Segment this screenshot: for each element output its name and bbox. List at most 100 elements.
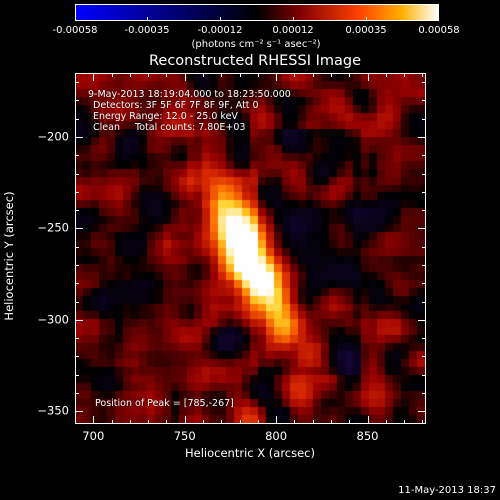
x-tick-mark <box>276 416 278 423</box>
x-minor-tick <box>166 420 168 423</box>
y-minor-tick <box>76 356 79 358</box>
plot-area: 9-May-2013 18:19:04.000 to 18:23:50.000 … <box>75 73 426 424</box>
x-minor-tick <box>239 420 241 423</box>
peak-position-annotation: Position of Peak = [785,-267] <box>95 398 234 409</box>
heatmap-image <box>76 74 425 423</box>
x-tick-mark <box>93 416 95 423</box>
y-minor-tick <box>76 82 79 84</box>
x-minor-tick <box>221 420 223 423</box>
y-tick-mark <box>76 228 83 230</box>
x-minor-tick <box>349 420 351 423</box>
y-minor-tick <box>76 264 79 266</box>
footer-date: 11-May-2013 18:37 <box>398 485 496 496</box>
plot-title: Reconstructed RHESSI Image <box>148 53 362 69</box>
colorbar-tick-label: 0.00035 <box>345 25 387 36</box>
colorbar-tick-mark <box>293 17 294 21</box>
y-tick-label: −200 <box>37 129 69 144</box>
x-minor-tick <box>257 420 259 423</box>
x-minor-tick <box>404 420 406 423</box>
clean-total-counts-annotation: Clean Total counts: 7.80E+03 <box>93 122 246 133</box>
energy-range-annotation: Energy Range: 12.0 - 25.0 keV <box>93 111 238 122</box>
y-minor-tick <box>76 374 79 376</box>
detectors-annotation: Detectors: 3F 5F 6F 7F 8F 9F, Att 0 <box>93 100 259 111</box>
y-axis-label: Heliocentric Y (arcsec) <box>2 191 16 321</box>
y-minor-tick <box>422 392 425 394</box>
colorbar-tick-mark <box>438 17 439 21</box>
x-minor-tick <box>202 74 204 77</box>
y-minor-tick <box>76 155 79 157</box>
y-minor-tick <box>76 191 79 193</box>
x-minor-tick <box>312 74 314 77</box>
x-minor-tick <box>111 74 113 77</box>
colorbar-tick-mark <box>147 17 148 21</box>
x-minor-tick <box>385 420 387 423</box>
y-minor-tick <box>76 246 79 248</box>
colorbar-tick-label: -0.00012 <box>197 25 243 36</box>
y-minor-tick <box>76 210 79 212</box>
x-minor-tick <box>294 420 296 423</box>
y-minor-tick <box>422 210 425 212</box>
x-tick-mark <box>367 416 369 423</box>
x-minor-tick <box>239 74 241 77</box>
x-minor-tick <box>166 74 168 77</box>
x-minor-tick <box>422 420 424 423</box>
x-axis-label: Heliocentric X (arcsec) <box>185 446 315 460</box>
x-tick-label: 700 <box>82 429 105 443</box>
y-minor-tick <box>76 100 79 102</box>
y-tick-mark <box>418 136 425 138</box>
x-minor-tick <box>202 420 204 423</box>
x-minor-tick <box>312 420 314 423</box>
y-minor-tick <box>76 301 79 303</box>
x-minor-tick <box>294 74 296 77</box>
x-minor-tick <box>129 74 131 77</box>
y-minor-tick <box>422 264 425 266</box>
x-minor-tick <box>385 74 387 77</box>
x-tick-label: 800 <box>265 429 288 443</box>
colorbar-units: (photons cm⁻² s⁻¹ asec⁻²) <box>191 39 321 50</box>
colorbar-tick-label: 0.00012 <box>272 25 314 36</box>
x-minor-tick <box>349 74 351 77</box>
x-tick-label: 750 <box>173 429 196 443</box>
colorbar-tick-label: 0.00058 <box>418 25 460 36</box>
y-tick-mark <box>76 411 83 413</box>
y-tick-mark <box>418 319 425 321</box>
x-minor-tick <box>129 420 131 423</box>
y-tick-mark <box>418 411 425 413</box>
y-minor-tick <box>422 374 425 376</box>
y-minor-tick <box>422 356 425 358</box>
y-minor-tick <box>422 338 425 340</box>
y-tick-mark <box>76 136 83 138</box>
x-minor-tick <box>404 74 406 77</box>
x-tick-mark <box>276 74 278 81</box>
y-minor-tick <box>422 155 425 157</box>
colorbar <box>75 4 439 21</box>
y-minor-tick <box>422 191 425 193</box>
y-minor-tick <box>422 301 425 303</box>
x-tick-mark <box>184 74 186 81</box>
y-tick-label: −350 <box>37 403 69 418</box>
y-minor-tick <box>76 173 79 175</box>
y-minor-tick <box>422 118 425 120</box>
y-minor-tick <box>422 173 425 175</box>
y-tick-label: −300 <box>37 312 69 327</box>
time-range-annotation: 9-May-2013 18:19:04.000 to 18:23:50.000 <box>88 89 291 100</box>
x-minor-tick <box>330 74 332 77</box>
colorbar-tick-label: -0.00035 <box>124 25 170 36</box>
y-minor-tick <box>422 82 425 84</box>
y-minor-tick <box>422 283 425 285</box>
x-minor-tick <box>148 74 150 77</box>
colorbar-tick-label: -0.00058 <box>52 25 98 36</box>
x-tick-mark <box>93 74 95 81</box>
x-minor-tick <box>330 420 332 423</box>
x-minor-tick <box>422 74 424 77</box>
y-minor-tick <box>76 338 79 340</box>
y-minor-tick <box>76 392 79 394</box>
x-minor-tick <box>148 420 150 423</box>
x-minor-tick <box>111 420 113 423</box>
y-tick-mark <box>76 319 83 321</box>
y-minor-tick <box>76 283 79 285</box>
y-tick-mark <box>418 228 425 230</box>
colorbar-tick-mark <box>366 17 367 21</box>
x-minor-tick <box>221 74 223 77</box>
colorbar-tick-mark <box>220 17 221 21</box>
